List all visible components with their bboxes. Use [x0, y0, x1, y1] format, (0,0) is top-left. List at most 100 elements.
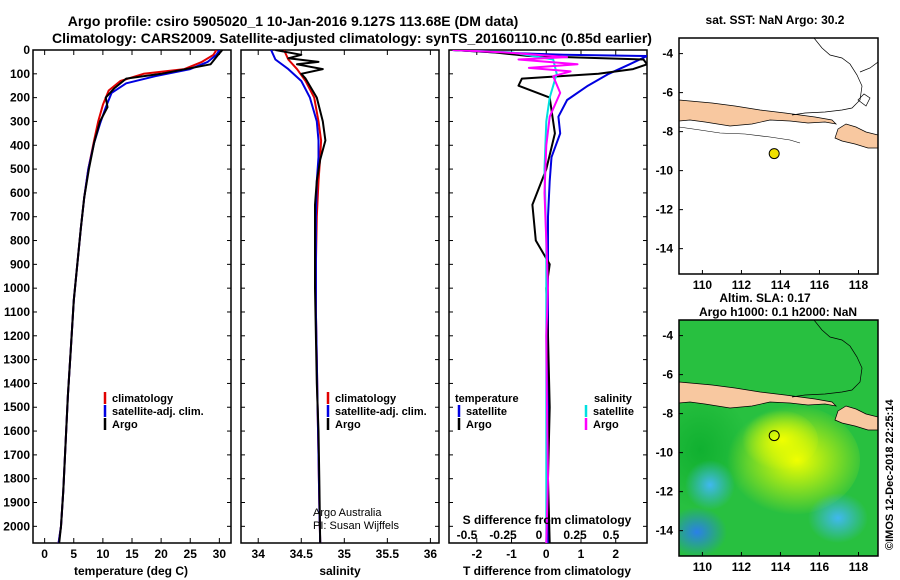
temperature-panel: 0 5 10 15 20 25 300100200300400500600700800900… [3, 43, 232, 578]
island-outline [857, 93, 871, 107]
x2-tick-label: 0.5 [603, 528, 620, 542]
x2-tick-label: 0.25 [563, 528, 587, 542]
map-x-tick-label: 112 [732, 278, 752, 292]
sla-high-anomaly-core [738, 410, 818, 470]
sla-low-anomaly-sw [679, 507, 727, 556]
y-tick-label: 1500 [3, 400, 30, 414]
y-tick-label: 2000 [3, 519, 30, 533]
y-tick-label: 1100 [4, 305, 30, 319]
map-y-tick-label: -6 [662, 86, 673, 100]
legend-satellite: satellite-adj. clim. [112, 406, 204, 418]
x-tick-label: 15 [125, 547, 139, 561]
y-tick-label: 0 [23, 43, 30, 57]
legend-satellite: satellite-adj. clim. [335, 406, 427, 418]
y-tick-label: 500 [10, 162, 30, 176]
legend-s-satellite: satellite [593, 406, 634, 418]
map-x-tick-label: 116 [810, 278, 830, 292]
title-line-1: Argo profile: csiro 5905020_1 10-Jan-201… [68, 13, 519, 29]
argo-location-marker [768, 148, 780, 160]
s-difference-label: S difference from climatology [463, 513, 632, 527]
map-x-tick-label: 116 [810, 560, 830, 574]
x-tick-label: 25 [184, 547, 198, 561]
x-tick-label: 10 [96, 547, 110, 561]
y-tick-label: 700 [10, 210, 30, 224]
y-tick-label: 1900 [3, 496, 30, 510]
x-tick-label: 2 [612, 547, 619, 561]
y-tick-label: 300 [10, 114, 30, 128]
legend-t-argo: Argo [466, 419, 492, 431]
sla-low-anomaly-se [808, 493, 868, 543]
credit-label: ©IMOS 12-Dec-2018 22:25:14 [884, 399, 896, 550]
map-y-tick-label: -4 [662, 329, 673, 343]
argo-location-marker-sla [768, 430, 780, 442]
map-x-tick-label: 110 [693, 560, 713, 574]
legend-temperature-title: temperature [455, 393, 519, 405]
series-line-argo [58, 50, 224, 543]
y-tick-label: 1200 [3, 329, 30, 343]
salinity-axes [240, 49, 440, 544]
x-tick-label: 30 [213, 547, 227, 561]
map-x-tick-label: 118 [849, 560, 869, 574]
coastline-north-sla [791, 320, 863, 398]
map-x-tick-label: 114 [771, 278, 791, 292]
map-x-tick-label: 118 [849, 278, 869, 292]
x-tick-label: 1 [578, 547, 585, 561]
map-x-tick-label: 110 [693, 278, 713, 292]
x2-tick-label: 0 [536, 528, 543, 542]
coastline-south [679, 126, 801, 144]
java-landmass [679, 99, 838, 127]
y-tick-label: 1300 [3, 353, 30, 367]
lesser-sunda-landmass [834, 123, 878, 149]
y-tick-label: 800 [10, 234, 30, 248]
legend-s-argo: Argo [593, 419, 619, 431]
map-y-tick-label: -8 [662, 125, 673, 139]
x2-tick-label: -0.25 [489, 528, 517, 542]
legend-climatology: climatology [112, 393, 174, 405]
salinity-legend: climatology satellite-adj. clim. Argo [326, 392, 427, 431]
map-y-tick-label: -14 [656, 242, 674, 256]
t-difference-xlabel: T difference from climatology [463, 564, 631, 578]
series-line-t-argo [452, 50, 647, 543]
annotation-argo-australia: Argo Australia [313, 507, 382, 519]
sla-map-frame [678, 319, 879, 557]
map-y-tick-label: -8 [662, 407, 673, 421]
sla-map-title-1: Altim. SLA: 0.17 [719, 291, 811, 305]
x-tick-label: 20 [154, 547, 168, 561]
map-y-tick-label: -10 [656, 446, 674, 460]
y-tick-label: 1800 [3, 472, 30, 486]
sla-map-panel: Altim. SLA: 0.17 Argo h1000: 0.1 h2000: … [656, 291, 879, 574]
y-tick-label: 600 [10, 186, 30, 200]
map-y-tick-label: -12 [656, 485, 674, 499]
map-y-tick-label: -14 [656, 524, 674, 538]
y-tick-label: 200 [10, 91, 30, 105]
x-tick-label: 35.5 [376, 547, 400, 561]
x-tick-label: 5 [70, 547, 77, 561]
legend-argo: Argo [112, 419, 138, 431]
legend-climatology: climatology [335, 393, 397, 405]
x2-tick-label: -0.5 [457, 528, 478, 542]
x-tick-label: 34.5 [290, 547, 314, 561]
annotation-pi: PI: Susan Wijffels [313, 520, 399, 532]
sla-low-anomaly-west [685, 460, 735, 510]
x-tick-label: 0 [41, 547, 48, 561]
map-y-tick-label: -10 [656, 164, 674, 178]
y-tick-label: 900 [10, 257, 30, 271]
java-landmass-sla [679, 381, 838, 409]
y-tick-label: 1000 [3, 281, 30, 295]
y-tick-label: 1700 [3, 448, 30, 462]
sst-map-frame [678, 37, 879, 275]
map-x-tick-label: 114 [771, 560, 791, 574]
y-tick-label: 100 [10, 67, 30, 81]
y-tick-label: 1600 [3, 424, 30, 438]
difference-legend: temperature satellite Argo salinity sate… [455, 393, 634, 431]
salinity-xlabel: salinity [319, 564, 361, 578]
map-x-tick-label: 112 [732, 560, 752, 574]
lesser-sunda-landmass-sla [834, 405, 878, 431]
title-line-2: Climatology: CARS2009. Satellite-adjuste… [52, 30, 652, 46]
salinity-panel: 34 34.5 35 35.5 36 climatology satellite-adj… [240, 49, 440, 578]
temperature-xlabel: temperature (deg C) [74, 564, 188, 578]
x-tick-label: -2 [471, 547, 482, 561]
legend-t-satellite: satellite [466, 406, 507, 418]
y-tick-label: 400 [10, 138, 30, 152]
